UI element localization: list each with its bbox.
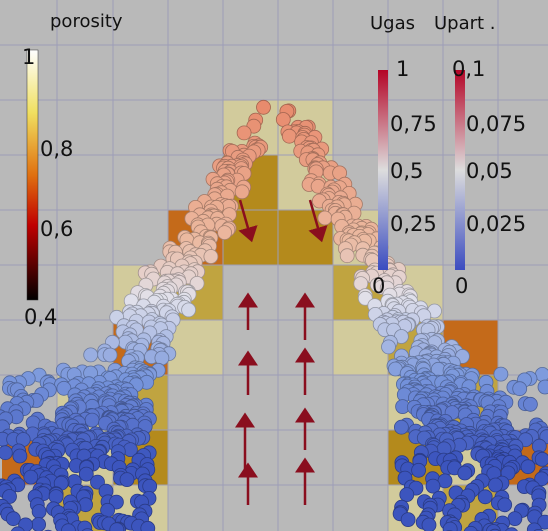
- upart-colorbar: [455, 70, 465, 270]
- particle: [18, 517, 33, 531]
- particle: [381, 339, 396, 355]
- particles: [0, 99, 548, 531]
- particle: [154, 350, 170, 366]
- ugas-tick: 1: [396, 57, 409, 81]
- particle: [217, 225, 233, 241]
- particle: [109, 522, 125, 531]
- particle: [256, 99, 271, 115]
- particle: [78, 466, 94, 482]
- ugas-tick: 0,5: [390, 159, 423, 183]
- particle: [140, 520, 156, 531]
- particle: [236, 125, 252, 141]
- particle: [505, 527, 518, 531]
- particle: [497, 497, 513, 513]
- particle: [477, 489, 493, 505]
- porosity-colorbar: [26, 49, 39, 301]
- particle: [442, 521, 458, 531]
- particle: [507, 511, 523, 526]
- particle: [493, 366, 509, 382]
- particle: [520, 459, 536, 475]
- particle: [411, 462, 427, 478]
- upart-tick: 0,05: [466, 159, 513, 183]
- porosity-title: porosity: [50, 11, 123, 32]
- upart-tick: 0,1: [452, 57, 485, 81]
- particle: [2, 489, 17, 504]
- particle: [421, 517, 437, 531]
- particle: [12, 448, 28, 464]
- upart-tick: 0,075: [466, 112, 526, 136]
- ugas-tick: 0,75: [390, 112, 437, 136]
- particle: [488, 477, 503, 493]
- ugas-tick: 0,25: [390, 212, 437, 236]
- porosity-tick: 0,6: [40, 217, 73, 241]
- particle: [523, 396, 538, 412]
- particle: [537, 514, 548, 530]
- particle: [84, 412, 100, 428]
- arrow: [238, 199, 258, 243]
- particle: [425, 478, 441, 494]
- particle: [512, 381, 528, 397]
- particle: [10, 526, 25, 531]
- particle: [0, 445, 13, 461]
- particle: [400, 512, 416, 527]
- porosity-tick: 1: [22, 45, 35, 69]
- particle: [56, 380, 72, 396]
- particle: [534, 451, 548, 467]
- arrow: [308, 199, 328, 243]
- ugas-title: Ugas: [370, 13, 415, 34]
- particle: [457, 465, 473, 481]
- particle: [281, 128, 297, 144]
- particle: [83, 347, 99, 363]
- particle: [537, 379, 548, 395]
- upart-tick: 0,025: [466, 212, 526, 236]
- particle: [534, 471, 548, 487]
- particle: [102, 347, 118, 363]
- particle: [31, 517, 46, 531]
- particle: [23, 469, 39, 485]
- particle: [81, 528, 94, 531]
- particle: [31, 504, 47, 519]
- particle: [399, 487, 415, 503]
- particle: [5, 511, 21, 527]
- particle: [48, 489, 64, 505]
- upart-tick: 0: [455, 274, 468, 298]
- particle: [234, 184, 250, 200]
- particle: [463, 525, 478, 531]
- particle: [317, 210, 333, 226]
- particle: [181, 302, 197, 318]
- particle: [90, 474, 105, 490]
- ugas-tick: 0: [372, 274, 385, 298]
- velocity-arrows: [235, 199, 328, 505]
- porosity-tick: 0,8: [40, 137, 73, 161]
- particle: [275, 112, 291, 127]
- particle: [339, 248, 355, 264]
- particle: [203, 249, 219, 264]
- particle: [119, 472, 135, 488]
- particle: [393, 419, 409, 435]
- porosity-tick: 0,4: [24, 305, 57, 329]
- ugas-colorbar: [378, 70, 388, 270]
- porosity-cell: [168, 320, 223, 375]
- upart-title: Upart .: [434, 13, 496, 34]
